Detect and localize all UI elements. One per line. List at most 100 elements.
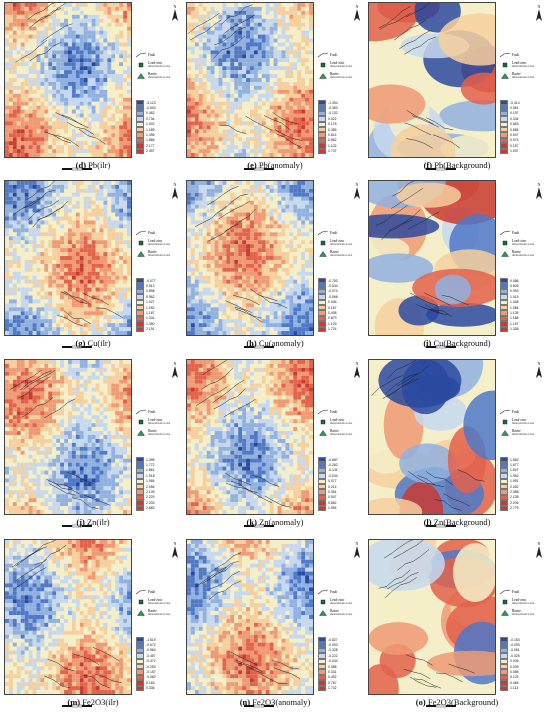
color-swatch xyxy=(318,132,326,138)
color-scale-label: 0.561 xyxy=(510,106,519,111)
lead-zinc-legend-icon xyxy=(136,62,146,68)
scale-bar xyxy=(426,158,456,171)
color-scale-row: 0.547 xyxy=(318,494,364,501)
fault-legend-icon xyxy=(318,409,328,415)
panel-label: Fe2O3(ilr) xyxy=(80,697,119,707)
scale-bar xyxy=(244,336,274,349)
color-swatch xyxy=(136,467,144,474)
fault-legend: Fault xyxy=(318,52,364,58)
color-scale-label: 0.331 xyxy=(328,670,337,675)
color-scale-label: 1.737 xyxy=(328,149,337,154)
color-swatch xyxy=(318,462,326,468)
barite-legend: Barite mineralization site xyxy=(318,72,364,80)
geochem-map xyxy=(186,359,314,515)
color-swatch xyxy=(318,105,326,111)
color-scale-row: -0.066 xyxy=(318,294,364,300)
color-scale-label: 1.092 xyxy=(146,305,155,310)
panel-label: Zn(Background) xyxy=(431,517,491,527)
color-scale-row: -0.262 xyxy=(318,462,364,468)
color-scale-row: 1.918 xyxy=(136,473,182,479)
color-swatch xyxy=(136,121,144,127)
panel-letter: (n) xyxy=(239,697,251,707)
color-scale-label: 1.732 xyxy=(328,686,337,691)
fault-legend-icon xyxy=(500,230,510,236)
color-scale-row: 2.177 xyxy=(136,143,182,149)
color-scale-row: 1.189 xyxy=(136,126,182,133)
color-scale-row: -0.062 xyxy=(136,674,182,681)
color-scale: 1.395 1.772 1.861 1.918 1.984 2.056 2.139 2.229… xyxy=(136,457,182,511)
scale-bar xyxy=(62,515,92,528)
color-scale-label: -0.604 xyxy=(146,106,156,111)
color-scale-label: -0.328 xyxy=(328,648,338,653)
color-swatch xyxy=(136,326,144,332)
lead-zinc-legend: Lead-zinc mineralization site xyxy=(318,418,364,426)
fault-legend: Fault xyxy=(318,589,364,595)
barite-legend: Barite mineralization site xyxy=(500,429,546,437)
color-scale-label: 0.157 xyxy=(510,143,519,148)
color-swatch xyxy=(136,143,144,149)
color-swatch xyxy=(500,462,508,468)
color-scale-row: 2.333 xyxy=(136,500,182,506)
panel-label: Pb(Background) xyxy=(432,160,491,170)
color-scale-label: 0.513 xyxy=(146,284,155,289)
color-scale-label: 0.993 xyxy=(510,289,519,294)
color-scale-label: 2.206 xyxy=(510,500,519,505)
panel-caption: (l) Zn(Background) xyxy=(366,517,548,527)
color-scale-row: 0.336 xyxy=(136,685,182,691)
color-scale-label: 0.464 xyxy=(510,680,519,685)
color-scale-row: 0.046 xyxy=(318,299,364,305)
barite-legend-label: Barite mineralization site xyxy=(512,71,535,80)
color-swatch xyxy=(318,685,326,691)
color-swatch xyxy=(318,283,326,289)
geochem-map xyxy=(4,2,132,158)
panel-label: Zn(ilr) xyxy=(84,517,110,527)
color-scale-row: 2.497 xyxy=(136,148,182,154)
color-swatch xyxy=(136,457,144,463)
geochem-map xyxy=(368,2,496,158)
map-panel: N Fault Lead-zinc mineralization site Barite… xyxy=(184,537,366,715)
color-scale-row: 1.338 xyxy=(500,326,546,332)
panel-label: Pb(ilr) xyxy=(86,160,111,170)
color-scale-row: 1.048 xyxy=(500,299,546,305)
lead-zinc-legend-label: Lead-zinc mineralization site xyxy=(148,239,171,247)
color-scale-label: -0.093 xyxy=(510,643,520,648)
color-scale-label: 2.229 xyxy=(146,495,155,500)
barite-legend-icon xyxy=(136,430,146,436)
lead-zinc-legend: Lead-zinc mineralization site xyxy=(500,61,546,69)
panel-label: Fe2O3(Background) xyxy=(425,697,499,707)
color-scale: -0.827 -0.493 -0.328 -0.222 -0.044 0.088 0.331… xyxy=(318,637,364,691)
map-panel: N Fault Lead-zinc mineralization site Barite… xyxy=(184,0,366,178)
map-panel: N Fault Lead-zinc mineralization site Barite… xyxy=(184,178,366,356)
fault-legend-label: Fault xyxy=(330,230,338,235)
color-scale-row: -0.672 xyxy=(136,642,182,648)
barite-legend: Barite mineralization site xyxy=(136,609,182,617)
color-scale-row: 1.991 xyxy=(500,478,546,484)
color-scale-label: 0.022 xyxy=(328,116,337,121)
panel-label: Zn(anomaly) xyxy=(256,517,304,527)
geochem-map xyxy=(186,2,314,158)
color-scale-row: 0.077 xyxy=(318,478,364,484)
color-swatch xyxy=(136,500,144,506)
color-scale-label: 0.361 xyxy=(328,490,337,495)
north-arrow-icon: N xyxy=(534,4,544,22)
color-scale-row: 0.993 xyxy=(500,288,546,295)
color-scale-label: 0.879 xyxy=(328,316,337,321)
color-scale-row: 1.732 xyxy=(318,685,364,691)
panel-caption: (n) Fe2O3(anomaly) xyxy=(184,697,366,707)
color-scale-row: -0.093 xyxy=(500,642,546,648)
north-arrow-icon: N xyxy=(170,361,180,379)
panel-caption: (h) Cu(anomaly) xyxy=(184,338,366,348)
fault-legend: Fault xyxy=(136,409,182,415)
fault-legend: Fault xyxy=(136,230,182,236)
color-scale-row: 1.167 xyxy=(136,310,182,316)
panel-caption: (f) Pb(Background) xyxy=(366,160,548,170)
color-scale-label: 0.039 xyxy=(510,664,519,669)
color-scale-row: 2.191 xyxy=(136,326,182,332)
color-scale-label: 1.662 xyxy=(510,457,519,462)
lead-zinc-legend: Lead-zinc mineralization site xyxy=(136,239,182,247)
color-swatch xyxy=(136,132,144,138)
color-swatch xyxy=(500,288,508,295)
color-scale: -0.077 0.513 0.898 0.962 1.027 1.092 1.167 1.24… xyxy=(136,278,182,332)
color-scale-label: 1.037 xyxy=(510,149,519,154)
north-label: N xyxy=(355,182,359,187)
